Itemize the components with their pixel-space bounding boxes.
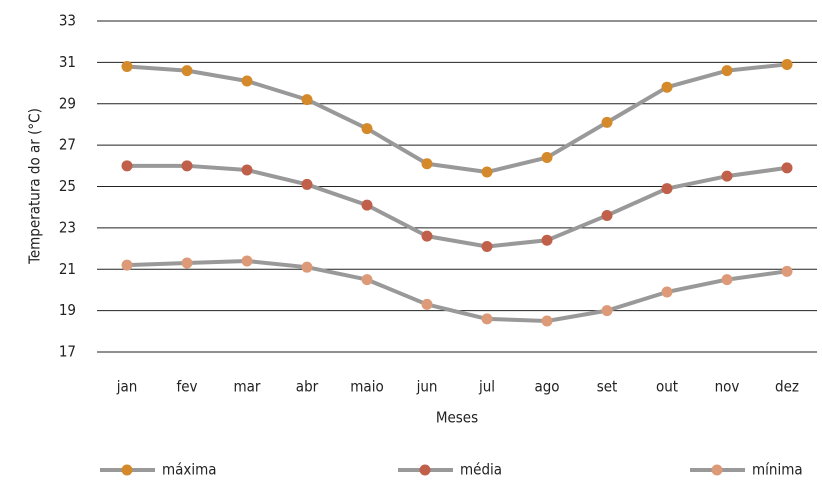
point xyxy=(481,240,493,252)
point xyxy=(181,160,193,172)
x-tick-label: dez xyxy=(775,378,799,396)
y-tick-label: 17 xyxy=(59,343,76,361)
point xyxy=(301,261,313,273)
point xyxy=(361,199,373,211)
x-tick-label: jun xyxy=(416,378,438,396)
x-tick-label: mar xyxy=(234,378,261,396)
y-tick-label: 29 xyxy=(59,94,76,112)
point xyxy=(241,255,253,267)
x-tick-label: jan xyxy=(116,378,138,396)
point xyxy=(301,94,313,106)
x-tick-label: maio xyxy=(350,378,383,396)
point xyxy=(601,116,613,128)
point xyxy=(121,160,133,172)
point xyxy=(241,75,253,87)
point xyxy=(421,158,433,170)
x-tick-label: abr xyxy=(296,378,319,396)
point xyxy=(121,259,133,271)
x-tick-label: jul xyxy=(478,378,495,396)
point xyxy=(661,183,673,195)
point xyxy=(721,65,733,77)
point xyxy=(781,265,793,277)
x-axis-label: Meses xyxy=(436,409,478,427)
series-line xyxy=(126,258,788,323)
point xyxy=(721,170,733,182)
series-line xyxy=(126,62,788,175)
point xyxy=(241,164,253,176)
point xyxy=(661,81,673,93)
point xyxy=(361,123,373,135)
point xyxy=(361,274,373,286)
point xyxy=(721,274,733,286)
point xyxy=(121,61,133,73)
x-tick-label: fev xyxy=(176,378,197,396)
x-tick-label: out xyxy=(656,378,678,396)
y-tick-label: 21 xyxy=(59,260,76,278)
point xyxy=(421,230,433,242)
y-tick-label: 27 xyxy=(59,136,76,154)
series-line xyxy=(127,163,788,249)
x-tick-label: ago xyxy=(534,378,559,396)
point xyxy=(481,166,493,178)
point xyxy=(781,162,793,174)
point xyxy=(541,152,553,164)
y-tick-label: 33 xyxy=(59,12,76,30)
y-axis-label: Temperatura do ar (°C) xyxy=(26,108,44,265)
legend-label: mínima xyxy=(752,461,803,479)
legend-marker xyxy=(419,464,431,476)
point xyxy=(601,209,613,221)
point xyxy=(181,257,193,269)
point xyxy=(181,65,193,77)
point xyxy=(781,58,793,70)
point xyxy=(541,315,553,327)
legend-label: média xyxy=(460,461,502,479)
y-tick-label: 25 xyxy=(59,177,76,195)
point xyxy=(601,305,613,317)
point xyxy=(421,298,433,310)
y-tick-label: 23 xyxy=(59,218,76,236)
point xyxy=(541,234,553,246)
legend-marker xyxy=(121,464,133,476)
x-tick-label: nov xyxy=(715,378,740,396)
point xyxy=(301,178,313,190)
legend-label: máxima xyxy=(162,461,217,479)
legend-marker xyxy=(711,464,723,476)
y-tick-label: 19 xyxy=(59,301,76,319)
point xyxy=(481,313,493,325)
y-tick-label: 31 xyxy=(59,53,76,71)
point xyxy=(661,286,673,298)
x-tick-label: set xyxy=(597,378,618,396)
